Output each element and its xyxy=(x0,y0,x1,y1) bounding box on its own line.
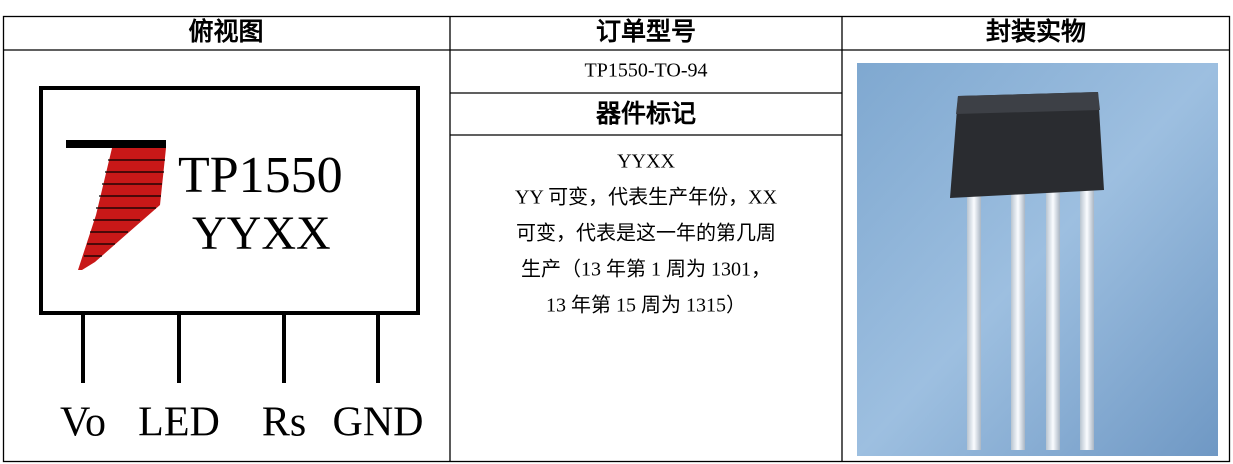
marking-line: YY 可变，代表生产年份，XX xyxy=(515,186,778,209)
marking-line: 可变，代表是这一年的第几周 xyxy=(516,222,776,245)
pin-label: GND xyxy=(333,400,424,446)
header-cell: 俯视图 xyxy=(188,17,263,46)
header-cell: 订单型号 xyxy=(596,17,696,46)
pins xyxy=(81,314,380,383)
pin-label: Vo xyxy=(60,400,106,446)
table-grid xyxy=(2,15,1231,463)
marking-header: 器件标记 xyxy=(595,99,696,128)
order-model: TP1550-TO-94 xyxy=(585,60,708,82)
marking-line: YYXX xyxy=(617,151,675,173)
logo xyxy=(66,140,166,270)
logo-text: TP1550 xyxy=(178,147,343,204)
marking-line: 13 年第 15 周为 1315） xyxy=(546,294,746,317)
package-photo xyxy=(857,63,1218,456)
pin-label: LED xyxy=(138,400,220,446)
pin-label: Rs xyxy=(262,400,306,446)
header-cell: 封装实物 xyxy=(986,17,1086,46)
package-diagram: TP1550 YYXX Vo LED Rs GND xyxy=(39,86,424,446)
marking-line: 生产（13 年第 1 周为 1301， xyxy=(521,258,771,281)
date-code: YYXX xyxy=(192,207,331,260)
